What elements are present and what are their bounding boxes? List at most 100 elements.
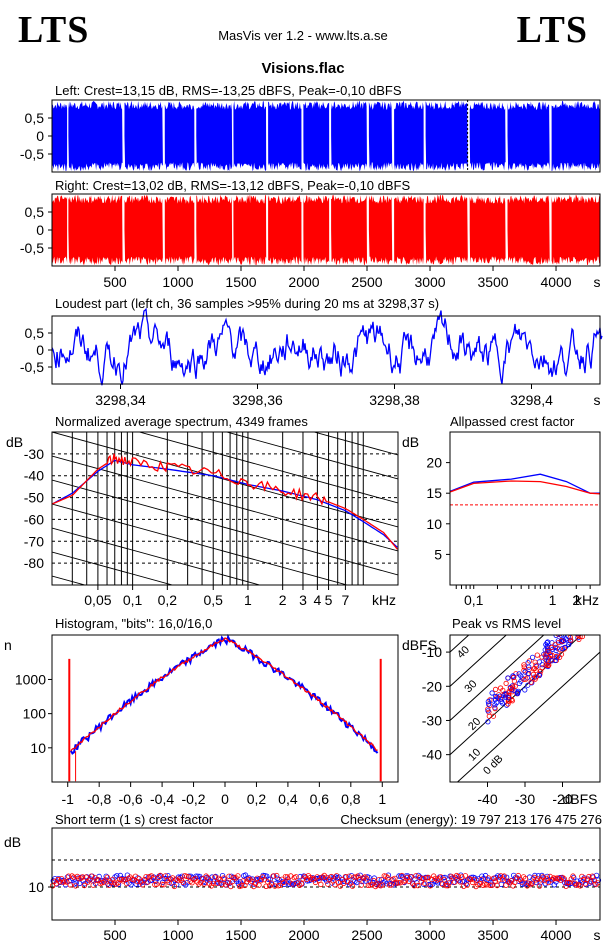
allpass-xtick-label: 1 (549, 592, 557, 608)
short-crest-point (586, 873, 592, 880)
peak-rms-point (575, 624, 579, 628)
short-crest-point (240, 878, 246, 884)
short-crest-point (537, 880, 543, 886)
spectrum-slope-line (52, 600, 398, 695)
short-crest-point (212, 874, 218, 880)
waveform-right-xtick-label: 4000 (540, 274, 571, 290)
short-crest-point (551, 882, 557, 888)
short-crest-point (491, 875, 497, 881)
peak-rms-point (555, 635, 562, 637)
waveform-left-segment (368, 101, 393, 171)
waveform-right-segment (394, 195, 424, 266)
short-crest-point (570, 873, 576, 879)
short-crest-point (517, 876, 523, 883)
peak-rms-point (498, 698, 504, 705)
peak-rms-point (588, 626, 592, 630)
short-crest-xtick-label: 2000 (288, 927, 319, 943)
peak-rms-point (485, 698, 491, 705)
short-crest-point (342, 874, 349, 880)
peak-rms-diagonal (450, 635, 582, 756)
short-crest-ytick-label: 10 (28, 879, 44, 895)
short-crest-point (103, 873, 109, 879)
peak-rms-point (528, 679, 534, 685)
allpass-ytick-label: 20 (426, 455, 442, 471)
short-crest-point (305, 873, 312, 879)
peak-rms-point (526, 664, 532, 670)
waveform-left-segment (52, 101, 68, 172)
peak-rms-point (523, 676, 529, 682)
short-crest-point (542, 881, 549, 887)
short-crest-point (212, 873, 219, 880)
short-crest-point (508, 878, 514, 884)
short-crest-xtick-label: 1500 (225, 927, 256, 943)
peak-rms-point (534, 652, 540, 658)
short-crest-point (73, 880, 79, 886)
peak-rms-point (567, 620, 571, 624)
waveform-left-segment (233, 100, 267, 172)
spectrum-xtick-label: 2 (279, 592, 287, 608)
peak-rms-point (539, 665, 545, 671)
short-crest-xtick-label: 3000 (414, 927, 445, 943)
short-crest-point (501, 873, 507, 879)
waveform-right-xtick-label: 1500 (225, 274, 256, 290)
short-crest-point (487, 882, 493, 888)
waveform-right-xtick-label: 1000 (162, 274, 193, 290)
short-crest-point (153, 881, 160, 887)
allpass-ylabel: dB (402, 434, 419, 450)
spectrum-xtick-label: 7 (342, 592, 350, 608)
short-crest-title: Short term (1 s) crest factor (55, 812, 214, 827)
waveform-right-segment (368, 195, 393, 265)
short-crest-point (505, 878, 511, 884)
loudest-part-xunit: s (594, 392, 601, 408)
waveform-left-segment (394, 101, 424, 172)
peak-rms-point (583, 629, 587, 633)
short-crest-point (145, 879, 151, 885)
short-crest-point (316, 875, 323, 881)
waveform-left-segment (507, 101, 550, 171)
peak-rms-point (533, 674, 539, 680)
peak-rms-xtick-label: -30 (515, 791, 535, 807)
short-crest-point (298, 881, 305, 887)
peak-rms-point (560, 635, 567, 638)
waveform-left-segment (124, 100, 163, 171)
peak-rms-title: Peak vs RMS level (452, 616, 561, 631)
loudest-part-ytick-label: 0 (36, 342, 44, 358)
short-crest-point (349, 883, 356, 889)
short-crest-point (415, 882, 421, 889)
peak-rms-ytick-label: -10 (422, 644, 442, 660)
waveform-left-ytick-label: 0 (36, 128, 44, 144)
short-crest-point (464, 882, 470, 888)
peak-rms-point (536, 659, 543, 665)
short-crest-point (318, 881, 324, 888)
waveform-right-segment (68, 194, 123, 266)
short-crest-point (494, 882, 500, 889)
short-crest-point (422, 880, 428, 887)
short-crest-point (134, 878, 140, 885)
short-crest-xtick-label: 1000 (162, 927, 193, 943)
brand-logo-right: LTS (516, 9, 588, 51)
short-crest-frame (51, 827, 601, 921)
short-crest-point (125, 875, 132, 882)
peak-rms-point (572, 621, 576, 625)
waveform-right-plot (52, 194, 600, 266)
histogram-right-line (70, 637, 378, 752)
short-crest-point (268, 880, 275, 886)
allpass-ytick-label: 10 (426, 516, 442, 532)
short-crest-point (108, 879, 114, 885)
short-crest-point (416, 874, 423, 881)
short-crest-xtick-label: 500 (103, 927, 127, 943)
peak-rms-ytick-label: -40 (422, 747, 442, 763)
peak-rms-point (543, 654, 549, 660)
short-crest-point (106, 882, 112, 888)
short-crest-point (529, 880, 536, 886)
loudest-part-xtick-label: 3298,34 (95, 392, 146, 408)
peak-rms-point (544, 640, 550, 646)
spectrum-slope-line (52, 551, 174, 585)
waveform-right-segment (268, 195, 302, 265)
short-crest-point (205, 875, 211, 881)
waveform-right-segment (425, 194, 468, 265)
short-crest-point (445, 883, 451, 889)
short-crest-point (468, 876, 474, 883)
spectrum-series-line (52, 453, 398, 550)
peak-rms-point (502, 692, 508, 698)
